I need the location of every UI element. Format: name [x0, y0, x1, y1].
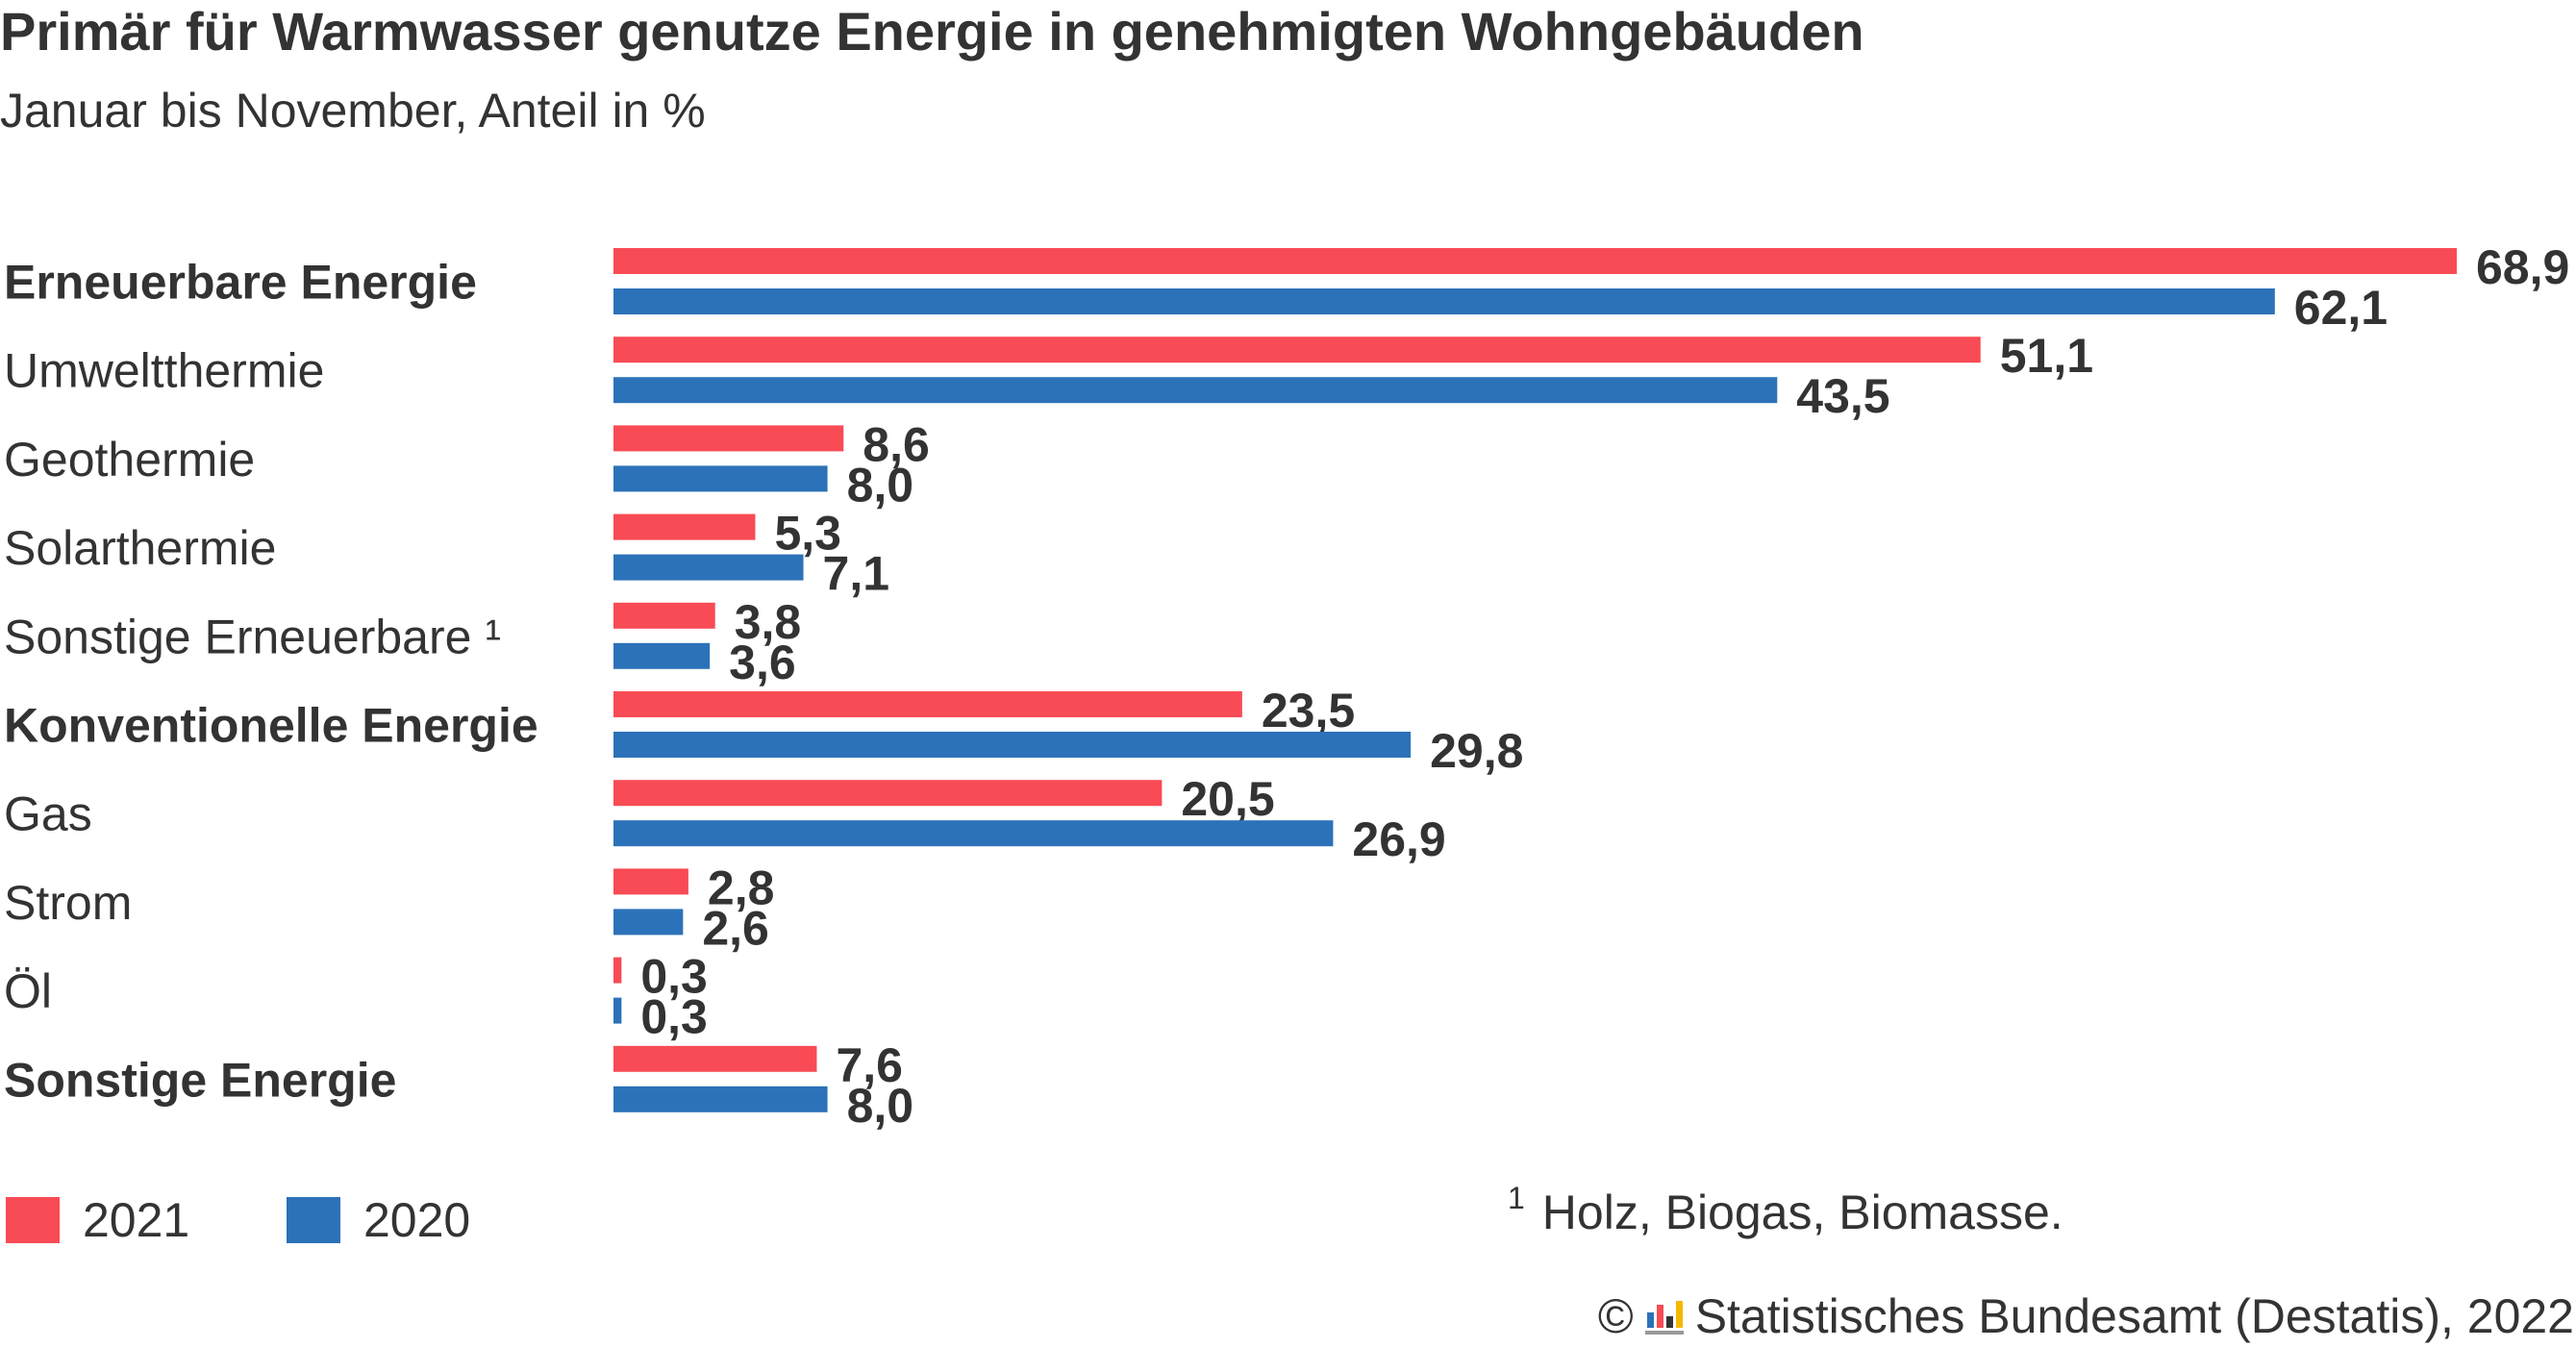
footnote-marker: 1	[1508, 1181, 1525, 1215]
bar-2020	[613, 1086, 828, 1112]
category-label: Sonstige Energie	[4, 1053, 396, 1107]
bar-2020	[613, 288, 2275, 314]
data-label-2021: 2,8	[708, 861, 775, 914]
bar-2020	[613, 732, 1412, 758]
data-label-2021: 68,9	[2476, 240, 2569, 294]
bar-2021	[613, 1045, 817, 1072]
bar-2021	[613, 957, 622, 984]
destatis-logo-icon	[1644, 1301, 1684, 1335]
data-label-2020: 26,9	[1352, 812, 1445, 866]
legend-item-2021: 2021	[6, 1192, 189, 1248]
legend-swatch-2020	[287, 1197, 340, 1243]
data-label-2021: 8,6	[863, 417, 930, 471]
legend-swatch-2021	[6, 1197, 60, 1243]
bar-2021	[613, 868, 688, 895]
legend-label-2021: 2021	[83, 1193, 190, 1247]
footnote: 1 Holz, Biogas, Biomasse.	[1508, 1181, 2063, 1240]
data-label-2020: 29,8	[1430, 724, 1523, 778]
category-label: Strom	[4, 876, 132, 930]
bar-2020	[613, 377, 1778, 404]
bar-2020	[613, 820, 1334, 847]
data-label-2020: 8,0	[847, 458, 914, 512]
category-label: Geothermie	[4, 433, 255, 487]
source-credit: © Statistisches Bundesamt (Destatis), 20…	[1598, 1288, 2574, 1344]
category-label: Erneuerbare Energie	[4, 256, 477, 310]
data-label-2021: 5,3	[774, 507, 841, 561]
source-text: Statistisches Bundesamt (Destatis), 2022	[1694, 1289, 2574, 1343]
chart-title: Primär für Warmwasser genutze Energie in…	[0, 1, 1864, 62]
chart-subtitle: Januar bis November, Anteil in %	[0, 84, 706, 137]
data-label-2021: 3,8	[735, 595, 802, 649]
category-label: Gas	[4, 787, 92, 841]
bar-2021	[613, 337, 1981, 363]
legend-item-2020: 2020	[287, 1192, 470, 1248]
data-label-2020: 0,3	[640, 990, 708, 1044]
category-label: Solarthermie	[4, 521, 276, 575]
category-label: Umweltthermie	[4, 344, 324, 398]
bar-2020	[613, 465, 828, 492]
bar-2021	[613, 248, 2457, 274]
data-label-2020: 43,5	[1796, 369, 1889, 423]
bar-2021	[613, 691, 1242, 717]
data-label-2020: 8,0	[847, 1079, 914, 1133]
category-label: Sonstige Erneuerbare ¹	[4, 610, 501, 663]
bar-2020	[613, 909, 684, 936]
copyright-icon: ©	[1597, 1289, 1634, 1343]
bar-2021	[613, 780, 1163, 807]
data-label-2020: 3,6	[729, 636, 796, 689]
category-label: Öl	[4, 964, 52, 1018]
bar-2020	[613, 554, 804, 581]
data-label-2021: 23,5	[1262, 684, 1355, 737]
legend-label-2020: 2020	[363, 1193, 471, 1247]
bar-2021	[613, 425, 844, 452]
bar-2020	[613, 642, 711, 669]
data-label-2021: 7,6	[836, 1038, 903, 1092]
bar-chart: Erneuerbare Energie 68,9 62,1 Umweltthermie…	[4, 240, 2569, 1133]
data-label-2020: 7,1	[823, 547, 890, 601]
data-label-2021: 0,3	[640, 950, 708, 1004]
data-label-2021: 20,5	[1181, 772, 1274, 826]
bar-2021	[613, 513, 756, 540]
bar-2021	[613, 602, 715, 629]
data-label-2021: 51,1	[2000, 329, 2093, 383]
footnote-text: Holz, Biogas, Biomasse.	[1541, 1186, 2063, 1239]
category-label: Konventionelle Energie	[4, 699, 538, 753]
bar-2020	[613, 997, 622, 1024]
data-label-2020: 62,1	[2294, 281, 2388, 335]
data-label-2020: 2,6	[702, 901, 769, 955]
